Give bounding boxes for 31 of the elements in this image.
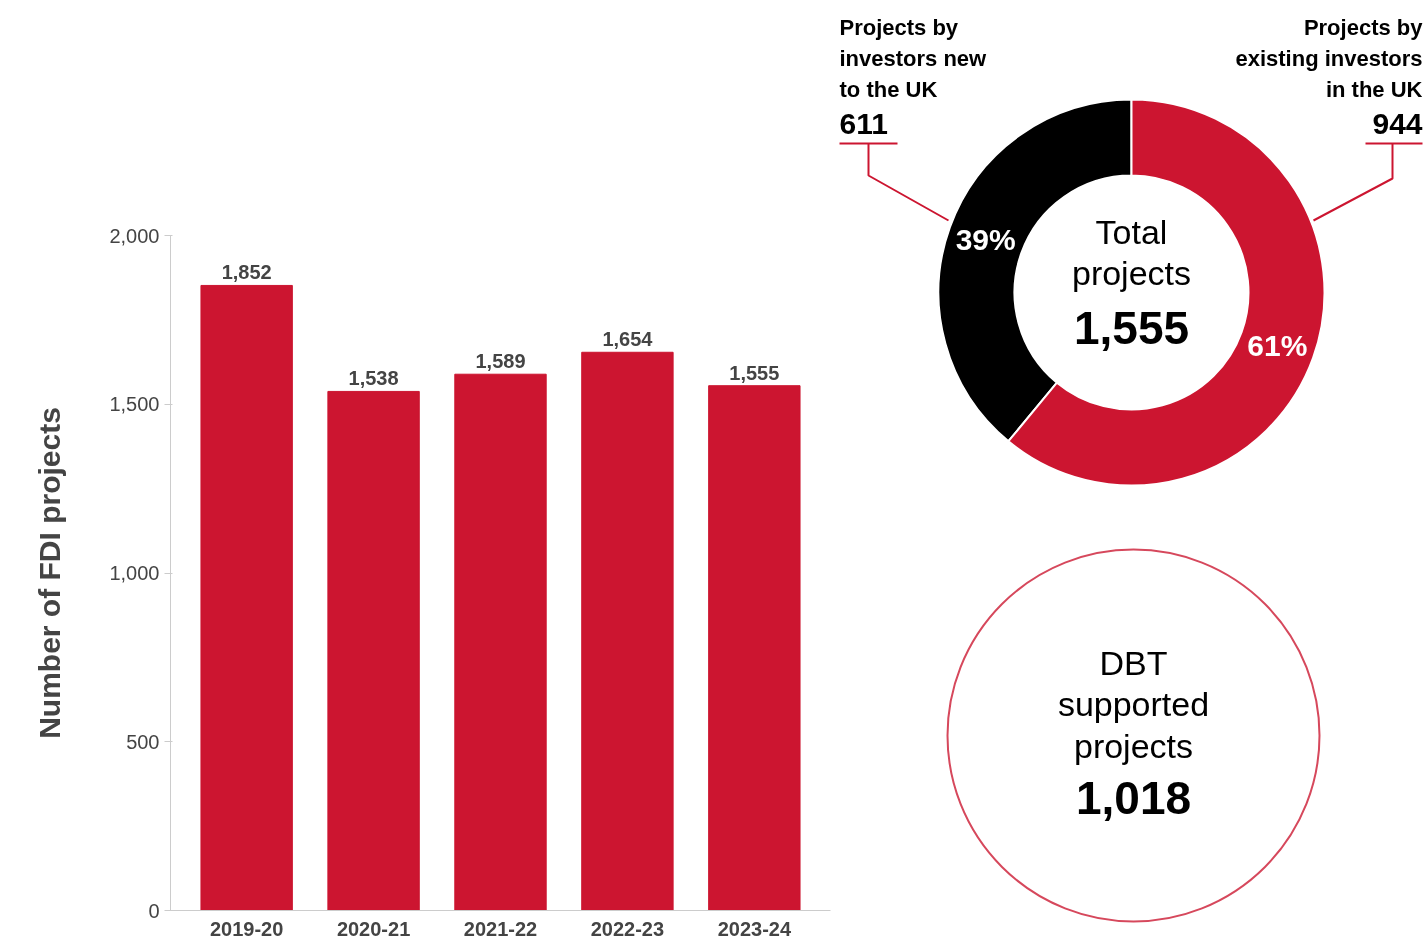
y-tick-label: 500 bbox=[126, 730, 160, 753]
bar bbox=[200, 284, 293, 911]
x-tick-label: 2021-22 bbox=[463, 917, 538, 940]
text: 611 bbox=[839, 106, 888, 140]
text: 1,555 bbox=[1073, 301, 1190, 354]
text: Total projects bbox=[1071, 212, 1192, 293]
bar bbox=[708, 385, 801, 911]
x-tick-label: 2023-24 bbox=[717, 917, 792, 940]
bar bbox=[581, 351, 674, 911]
data-label: 1,654 bbox=[602, 328, 654, 351]
data-label: 39% bbox=[955, 223, 1016, 257]
data-label: 1,555 bbox=[729, 361, 780, 384]
y-tick-label: 1,000 bbox=[109, 562, 160, 584]
text: 1,018 bbox=[1075, 771, 1192, 824]
x-tick-label: 2022-23 bbox=[590, 917, 665, 940]
x-tick-label: 2019-20 bbox=[209, 917, 284, 940]
y-axis-title: Number of FDI projects bbox=[33, 407, 67, 739]
data-label: 1,589 bbox=[475, 350, 526, 373]
text: DBT supported projects bbox=[1057, 643, 1210, 766]
slice-label: Projects by existing investors in the UK bbox=[1235, 14, 1424, 102]
data-label: 61% bbox=[1247, 328, 1308, 362]
y-tick-label: 1,500 bbox=[109, 393, 160, 416]
data-label: 1,538 bbox=[348, 367, 399, 390]
bar bbox=[454, 373, 547, 911]
y-tick-label: 0 bbox=[148, 899, 160, 922]
bar bbox=[327, 390, 420, 911]
y-tick-label: 2,000 bbox=[109, 224, 160, 247]
data-label: 1,852 bbox=[221, 261, 272, 284]
text: 944 bbox=[1372, 106, 1423, 140]
x-tick-label: 2020-21 bbox=[336, 917, 411, 940]
slice-label: Projects by investors new to the UK bbox=[839, 14, 988, 102]
